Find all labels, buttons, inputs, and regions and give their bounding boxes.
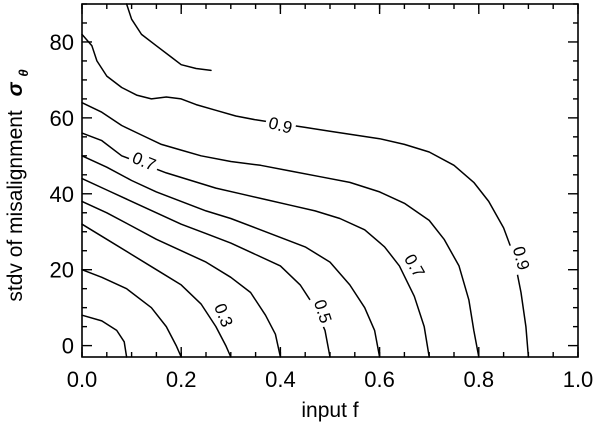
y-tick-label: 40: [50, 182, 74, 207]
y-tick-label: 20: [50, 258, 74, 283]
x-tick-label: 1.0: [563, 367, 594, 392]
contour-lines: [81, 3, 530, 358]
y-axis-label-subscript: θ: [16, 69, 31, 76]
x-tick-label: 0.6: [364, 367, 395, 392]
contour-line: [125, 3, 212, 72]
contour-label-gap: [209, 297, 238, 333]
y-tick-label: 60: [50, 106, 74, 131]
contour-label-gap: [508, 241, 534, 276]
contour-label: 0.9: [509, 244, 533, 272]
y-tick-label: 0: [62, 334, 74, 359]
contour-label-gap: [263, 112, 298, 139]
contour-label-gap: [309, 294, 336, 329]
x-axis-label: input f: [301, 399, 358, 422]
y-axis-label: stdv of misalignment σ θ: [4, 69, 31, 301]
y-axis-ticks: 0 20 40 60 80: [50, 3, 578, 359]
contour-label-gap: [126, 147, 162, 176]
contour-line: [81, 314, 128, 358]
contour-label: 0.9: [267, 113, 295, 137]
x-tick-label: 0.2: [166, 367, 197, 392]
contour-line: [81, 200, 282, 358]
contour-labels: 0.3 0.50.70.70.90.9: [126, 112, 534, 333]
contour-label-gap: [399, 248, 430, 284]
x-tick-label: 0.0: [67, 367, 98, 392]
y-axis-label-text: stdv of misalignment: [4, 110, 27, 302]
y-axis-label-symbol: σ: [4, 81, 27, 96]
contour-line: [81, 155, 381, 358]
y-tick-label: 80: [50, 30, 74, 55]
contour-line: [81, 268, 182, 358]
contour-line: [81, 101, 480, 358]
x-tick-label: 0.8: [464, 367, 495, 392]
x-tick-label: 0.4: [265, 367, 296, 392]
x-axis-ticks: 0.0 0.2 0.4 0.6 0.8 1.0: [67, 4, 594, 392]
contour-line: [81, 33, 530, 358]
contour-line: [81, 223, 232, 358]
